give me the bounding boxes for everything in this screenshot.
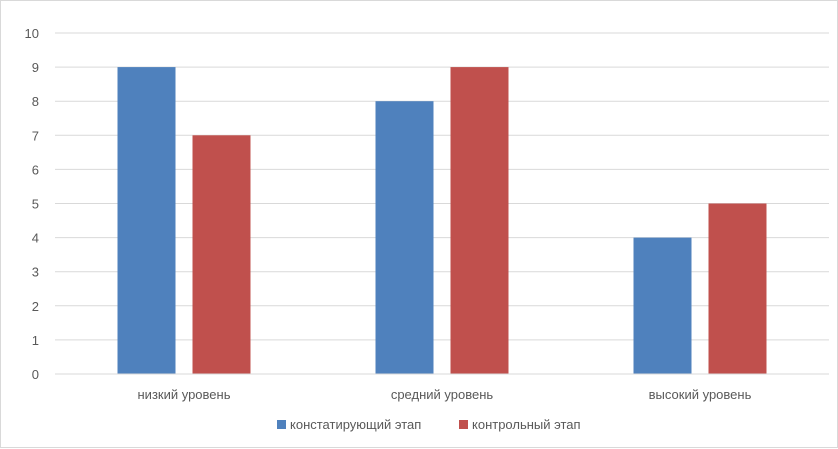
bar-control-1 — [450, 67, 509, 374]
gridlines — [55, 32, 829, 341]
y-tick-label: 2 — [32, 299, 39, 314]
bar-control-0 — [192, 135, 251, 374]
y-tick-label: 4 — [32, 231, 39, 246]
y-tick-label: 0 — [32, 367, 39, 382]
legend-swatch — [277, 420, 286, 429]
y-tick-label: 8 — [32, 94, 39, 109]
bar-control-2 — [708, 203, 767, 374]
legend-swatch — [459, 420, 468, 429]
y-tick-label: 3 — [32, 265, 39, 280]
legend: констатирующий этап контрольный этап — [277, 417, 581, 432]
y-tick-label: 9 — [32, 60, 39, 75]
bar-constating-2 — [633, 237, 692, 374]
y-tick-label: 10 — [25, 26, 39, 41]
legend-label: контрольный этап — [472, 417, 581, 432]
bar-constating-0 — [117, 67, 176, 374]
x-tick-label: низкий уровень — [138, 387, 231, 402]
y-tick-label: 7 — [32, 128, 39, 143]
legend-label: констатирующий этап — [290, 417, 421, 432]
y-axis-ticks: 0 1 2 3 4 5 6 7 8 9 10 — [25, 26, 39, 382]
bar-constating-1 — [375, 101, 434, 374]
bars — [117, 67, 767, 374]
y-tick-label: 1 — [32, 333, 39, 348]
y-tick-label: 5 — [32, 197, 39, 212]
x-axis-ticks: низкий уровень средний уровень высокий уро… — [138, 387, 752, 402]
y-tick-label: 6 — [32, 162, 39, 177]
x-tick-label: средний уровень — [391, 387, 494, 402]
x-tick-label: высокий уровень — [649, 387, 752, 402]
